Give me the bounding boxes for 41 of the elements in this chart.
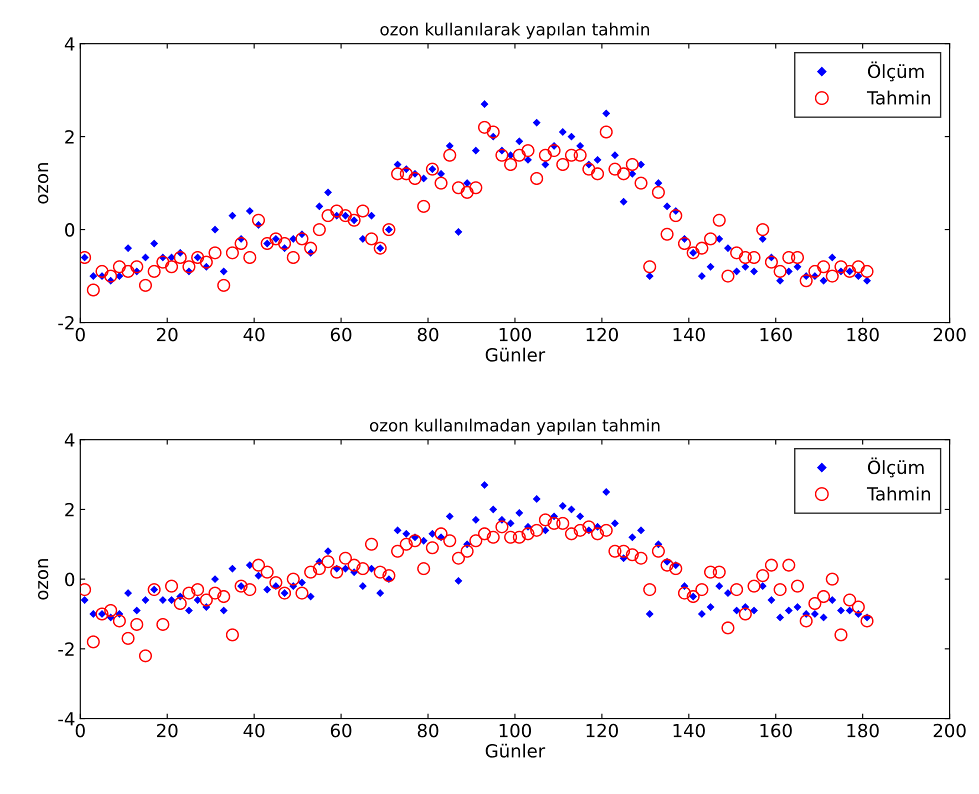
y-tick-label: -2: [58, 642, 74, 656]
x-tick-label: 20: [157, 328, 178, 342]
x-tick-label: 120: [586, 724, 618, 738]
y-axis-title: ozon: [38, 163, 48, 204]
x-tick-label: 80: [418, 328, 438, 342]
chart-title: ozon kullanılarak yapılan tahmin: [380, 22, 650, 39]
y-axis-title: ozon: [38, 559, 48, 600]
x-tick-label: 60: [330, 724, 352, 738]
x-tick-label: 80: [418, 724, 438, 738]
x-tick-label: 0: [76, 328, 85, 342]
x-tick-label: 140: [674, 328, 705, 342]
x-tick-label: 200: [934, 724, 966, 738]
chart-title: ozon kullanılmadan yapılan tahmin: [370, 418, 660, 435]
y-tick-label: 2: [65, 130, 74, 144]
legend-label: Ölçüm: [868, 61, 924, 82]
x-tick-label: 160: [760, 328, 792, 342]
x-axis-title: Günler: [486, 348, 546, 362]
y-tick-label: 0: [65, 223, 74, 237]
x-tick-label: 160: [760, 724, 792, 738]
y-tick-label: 4: [64, 37, 74, 51]
y-tick-label: 2: [65, 502, 74, 516]
x-axis-title: Günler: [486, 744, 546, 758]
x-tick-label: 40: [244, 328, 264, 342]
legend-label: Tahmin: [866, 486, 930, 501]
x-tick-label: 0: [76, 724, 85, 738]
x-tick-label: 180: [847, 328, 879, 342]
y-tick-label: 0: [65, 572, 74, 586]
legend-label: Tahmin: [866, 90, 930, 105]
x-tick-label: 180: [847, 724, 879, 738]
x-tick-label: 20: [157, 724, 178, 738]
x-tick-label: 200: [934, 328, 966, 342]
y-tick-label: -4: [58, 712, 74, 726]
x-tick-label: 100: [500, 724, 531, 738]
x-tick-label: 60: [330, 328, 352, 342]
x-tick-label: 100: [500, 328, 531, 342]
legend-label: Ölçüm: [868, 457, 924, 478]
x-tick-label: 40: [244, 724, 264, 738]
y-tick-label: 4: [64, 433, 74, 447]
y-tick-label: -2: [58, 316, 74, 330]
x-tick-label: 120: [586, 328, 618, 342]
x-tick-label: 140: [674, 724, 705, 738]
